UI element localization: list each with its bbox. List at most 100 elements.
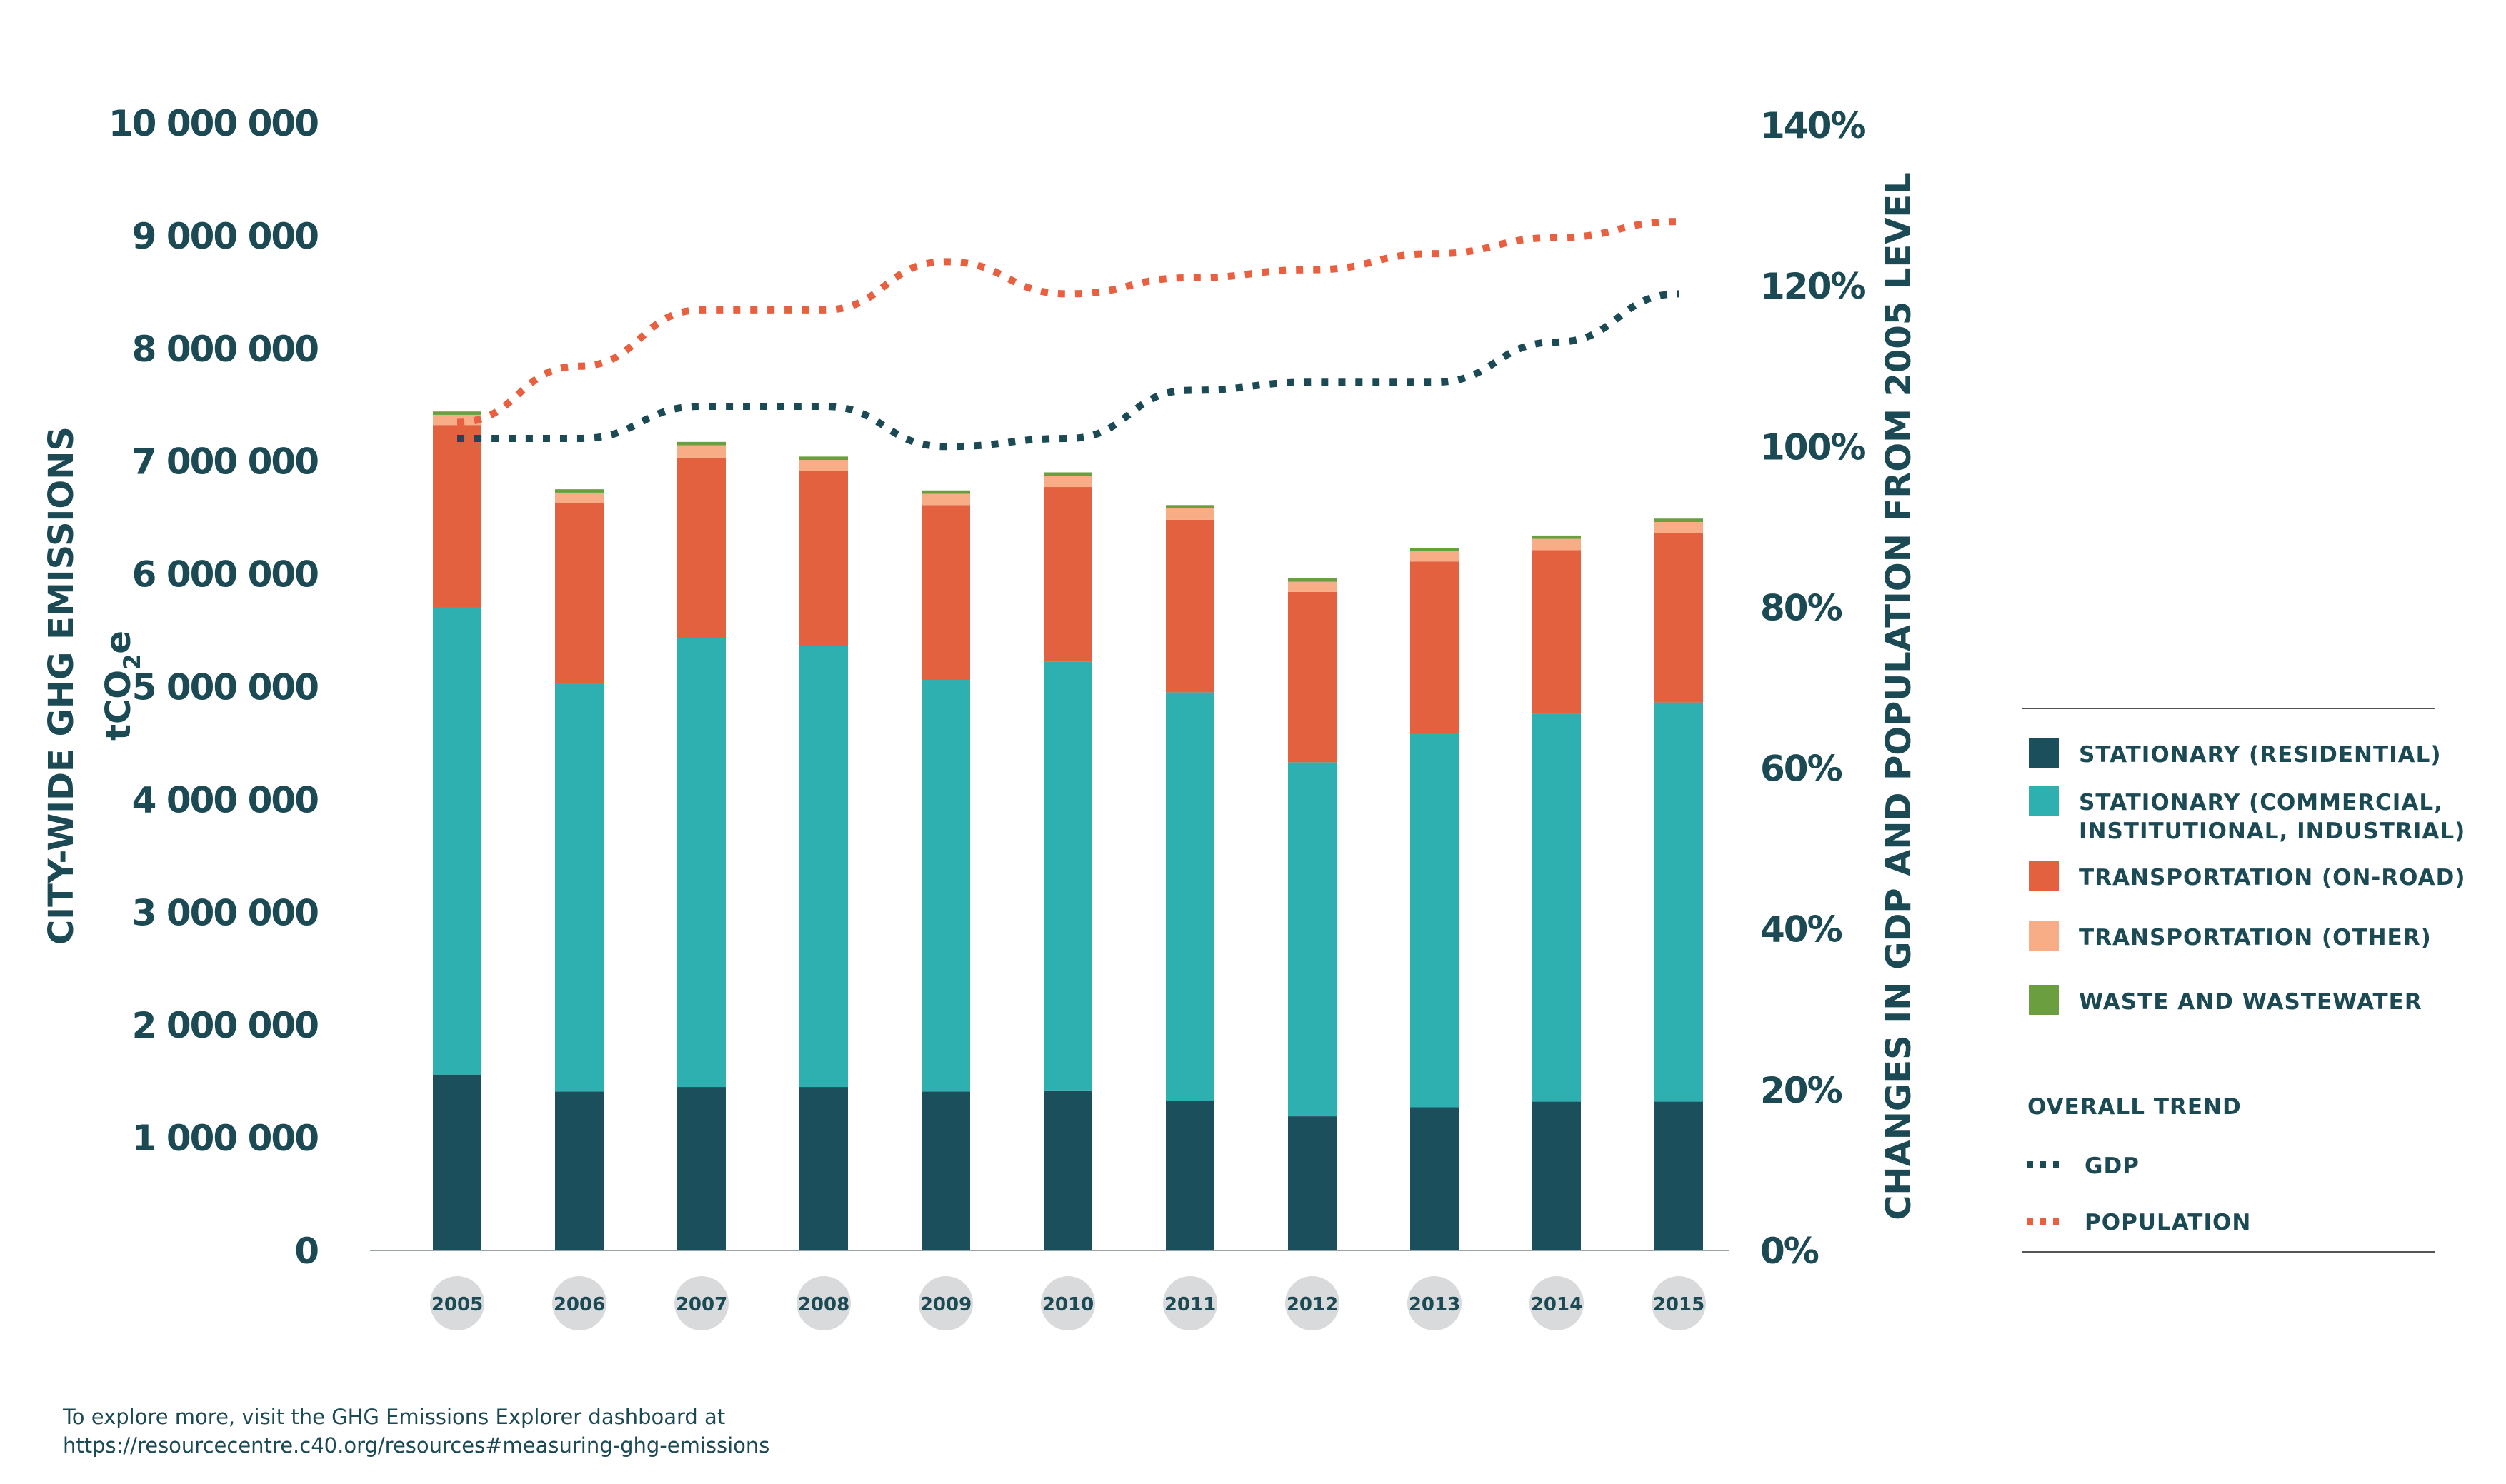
- left-y-axis: 0 1 000 000 2 000 000 3 000 000 4 000 000 5 0…: [109, 103, 319, 1272]
- bar-stack-2011: [1166, 505, 1214, 1250]
- bar-segment-transportation-on-road: [677, 457, 726, 638]
- bar-segment-waste-and-wastewater: [1288, 578, 1337, 582]
- bar-segment-stationary-commercial-institutional-industrial: [1410, 733, 1459, 1108]
- bar-segment-stationary-residential: [1532, 1101, 1581, 1250]
- x-axis-year-labels: 2005 2006 2007 2008 2009 2010 2011 2012 2013 2014…: [430, 1276, 1706, 1330]
- right-tick-label: 20%: [1760, 1070, 1842, 1111]
- bar-segment-transportation-on-road: [1410, 561, 1459, 733]
- bar-segment-waste-and-wastewater: [1654, 518, 1703, 522]
- bar-segment-transportation-on-road: [1532, 550, 1581, 714]
- bar-segment-stationary-commercial-institutional-industrial: [1288, 762, 1337, 1117]
- right-tick-label: 40%: [1760, 909, 1842, 951]
- bar-segment-transportation-on-road: [799, 471, 848, 646]
- footer-line-1: To explore more, visit the GHG Emissions…: [63, 1405, 726, 1429]
- legend-trend-title: OVERALL TREND: [2027, 1094, 2242, 1120]
- bar-segment-waste-and-wastewater: [677, 441, 726, 446]
- legend-item-transportation-other: TRANSPORTATION (OTHER): [2029, 921, 2432, 951]
- legend-label: TRANSPORTATION (OTHER): [2079, 925, 2432, 951]
- bar-segment-transportation-other: [1288, 581, 1337, 592]
- left-tick-label: 10 000 000: [109, 103, 318, 144]
- bar-segment-waste-and-wastewater: [1044, 472, 1092, 476]
- bar-segment-transportation-on-road: [922, 505, 970, 681]
- bar-segment-stationary-residential: [555, 1091, 604, 1250]
- trend-line-gdp: [457, 290, 1679, 451]
- legend-trend-label: POPULATION: [2085, 1210, 2251, 1235]
- year-text: 2014: [1531, 1294, 1582, 1315]
- bar-segment-stationary-commercial-institutional-industrial: [922, 680, 970, 1092]
- year-badge: [552, 1276, 606, 1330]
- year-text: 2007: [676, 1294, 727, 1315]
- year-label-2012: 2012: [1285, 1276, 1339, 1330]
- bar-stack-2008: [799, 456, 848, 1250]
- legend-item-transportation-on-road: TRANSPORTATION (ON-ROAD): [2029, 861, 2466, 891]
- right-tick-label: 140%: [1760, 105, 1865, 146]
- bar-segment-stationary-residential: [1288, 1116, 1337, 1250]
- year-label-2011: 2011: [1163, 1276, 1217, 1330]
- bar-segment-waste-and-wastewater: [555, 489, 604, 493]
- legend-trend-label: GDP: [2085, 1153, 2140, 1179]
- legend-swatch: [2029, 985, 2059, 1015]
- left-tick-label: 5 000 000: [132, 667, 319, 708]
- year-label-2005: 2005: [430, 1276, 484, 1330]
- left-tick-label: 1 000 000: [132, 1118, 319, 1159]
- bar-stack-2006: [555, 489, 604, 1250]
- bar-stack-2015: [1654, 518, 1703, 1250]
- year-label-2014: 2014: [1529, 1276, 1584, 1330]
- bar-segment-stationary-residential: [1044, 1090, 1092, 1250]
- year-badge: [1652, 1276, 1706, 1330]
- legend-label: STATIONARY (RESIDENTIAL): [2079, 742, 2442, 768]
- bar-stack-2014: [1532, 535, 1581, 1250]
- right-axis-title: CHANGES IN GDP AND POPULATION FROM 2005 …: [1879, 172, 1919, 1220]
- year-label-2013: 2013: [1407, 1276, 1462, 1330]
- year-label-2009: 2009: [919, 1276, 973, 1330]
- bar-segment-stationary-residential: [1654, 1101, 1703, 1250]
- left-tick-label: 6 000 000: [132, 554, 319, 596]
- legend-swatch: [2029, 861, 2059, 891]
- bar-stack-2009: [922, 490, 970, 1250]
- bar-segment-waste-and-wastewater: [1410, 548, 1459, 552]
- year-badge: [797, 1276, 851, 1330]
- year-text: 2009: [920, 1294, 972, 1315]
- year-badge: [919, 1276, 973, 1330]
- legend-item-stationary-commercial-institutional-industrial: STATIONARY (COMMERCIAL,INSTITUTIONAL, IN…: [2029, 786, 2465, 844]
- bar-segment-transportation-other: [1532, 538, 1581, 551]
- bar-segment-stationary-residential: [799, 1087, 848, 1250]
- year-label-2015: 2015: [1652, 1276, 1706, 1330]
- year-badge: [1163, 1276, 1217, 1330]
- year-text: 2012: [1287, 1294, 1338, 1315]
- bar-segment-stationary-residential: [677, 1087, 726, 1250]
- bar-segment-stationary-commercial-institutional-industrial: [433, 607, 481, 1075]
- legend-label: TRANSPORTATION (ON-ROAD): [2079, 865, 2466, 891]
- year-label-2006: 2006: [552, 1276, 606, 1330]
- bar-segment-stationary-residential: [433, 1074, 481, 1250]
- bar-stack-2005: [433, 411, 481, 1250]
- year-text: 2005: [431, 1294, 483, 1315]
- legend-label: WASTE AND WASTEWATER: [2079, 989, 2422, 1015]
- year-badge: [1041, 1276, 1095, 1330]
- bar-segment-waste-and-wastewater: [1532, 535, 1581, 539]
- left-tick-label: 8 000 000: [132, 329, 319, 370]
- legend-swatch: [2029, 738, 2059, 768]
- bar-stack-2007: [677, 441, 726, 1250]
- year-label-2007: 2007: [674, 1276, 729, 1330]
- right-tick-label: 120%: [1760, 266, 1865, 307]
- left-tick-label: 7 000 000: [132, 441, 319, 483]
- bar-segment-waste-and-wastewater: [1166, 505, 1214, 509]
- bar-segment-stationary-residential: [922, 1091, 970, 1250]
- bar-segment-transportation-other: [1166, 508, 1214, 520]
- bar-segment-waste-and-wastewater: [922, 490, 970, 494]
- left-tick-label: 2 000 000: [132, 1005, 319, 1046]
- left-tick-label: 4 000 000: [132, 779, 319, 821]
- bar-stack-2010: [1044, 472, 1092, 1250]
- bar-stack-2012: [1288, 578, 1337, 1250]
- left-axis-title: CITY-WIDE GHG EMISSIONS: [41, 426, 81, 945]
- bar-segment-transportation-other: [1654, 521, 1703, 533]
- bar-segment-transportation-on-road: [1044, 487, 1092, 662]
- trend-lines: [456, 218, 1679, 451]
- footer-line-2[interactable]: https://resourcecentre.c40.org/resources…: [63, 1433, 770, 1458]
- bar-segment-transportation-other: [677, 445, 726, 458]
- year-badge: [1285, 1276, 1339, 1330]
- bar-segment-transportation-other: [1410, 551, 1459, 562]
- legend-item-stationary-residential: STATIONARY (RESIDENTIAL): [2029, 738, 2442, 768]
- bar-segment-waste-and-wastewater: [799, 456, 848, 461]
